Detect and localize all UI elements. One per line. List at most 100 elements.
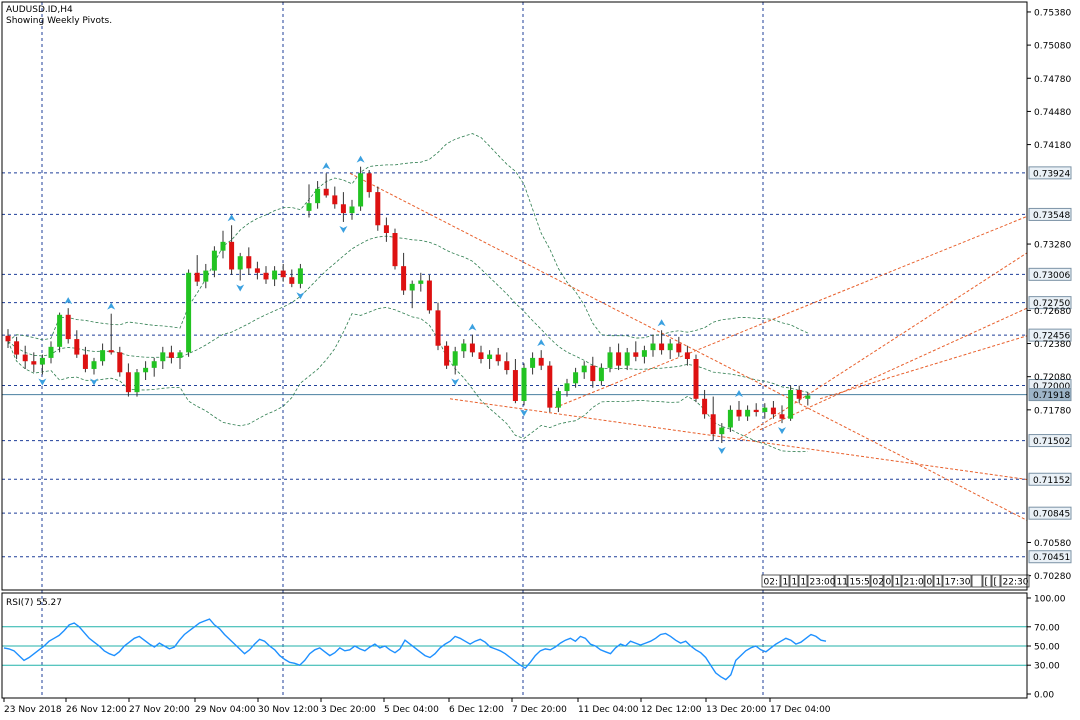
session-label: 11 (837, 578, 848, 588)
candle-body (538, 357, 544, 366)
time-label: 3 Dec 20:00 (321, 705, 376, 715)
candle-body (650, 343, 656, 351)
rsi-tick-label: 50.00 (1034, 643, 1060, 653)
session-label: 1 (895, 578, 901, 588)
session-box (798, 574, 808, 588)
time-label: 7 Dec 20:00 (512, 705, 567, 715)
candle-body (727, 409, 733, 428)
candle-body (272, 270, 278, 280)
session-label: 23:00 (810, 578, 836, 588)
candle-body (684, 352, 690, 359)
session-boxes: 02: 1 1 1 23:00 11 15:5 02 0 1 21:0 0 1 17:30[[22:30 (761, 574, 1030, 588)
pivot-label-box (1028, 296, 1072, 310)
time-label: 5 Dec 04:00 (384, 705, 439, 715)
candle-body (418, 280, 424, 284)
pivot-label: 0.72750 (1033, 299, 1070, 309)
grid-layer (41, 2, 764, 698)
pivot-label: 0.71152 (1033, 476, 1070, 486)
candle-body (805, 395, 811, 399)
pivot-label-box (1028, 328, 1072, 342)
fractal-up-icon (107, 302, 116, 310)
time-label: 27 Nov 20:00 (129, 705, 190, 715)
candle-body (590, 365, 596, 382)
candle-body (117, 352, 123, 373)
session-box (789, 574, 799, 588)
candle-body (31, 361, 37, 365)
candle-body (108, 350, 114, 353)
fractal-up-icon (227, 214, 236, 222)
candle-body (487, 354, 493, 359)
session-box (847, 574, 871, 588)
candle-body (564, 383, 570, 392)
band-upper (7, 133, 808, 342)
session-label: 02: (764, 578, 778, 588)
candle-body (710, 414, 716, 435)
candle-body (641, 350, 647, 357)
candle-body (444, 345, 450, 366)
candle-body (22, 354, 28, 362)
candle-body (383, 225, 389, 233)
session-label: [ (985, 578, 989, 588)
candle-body (14, 341, 20, 355)
session-label: 0 (927, 578, 933, 588)
candle-body (332, 195, 338, 205)
price-tick-label: 0.72380 (1034, 340, 1071, 350)
session-label: 1 (801, 578, 807, 588)
fractal-down-icon (520, 409, 528, 417)
pivot-label-box (1028, 267, 1072, 281)
candle-body (177, 352, 183, 358)
fractal-down-icon (717, 447, 726, 454)
candle-body (57, 314, 63, 347)
candle-body (220, 241, 226, 251)
candle-body (770, 407, 776, 415)
fractal-up-icon (322, 162, 331, 170)
session-label: 15:5 (850, 578, 870, 588)
time-label: 30 Nov 12:00 (258, 705, 319, 715)
candle-body (667, 343, 673, 351)
candle-body (530, 357, 536, 368)
pivot-lines: 0.73924 0.73548 0.73006 0.72750 0.72456 0.720… (2, 166, 1072, 564)
candle-body (452, 351, 458, 366)
candle-body (573, 372, 579, 384)
session-box (933, 574, 943, 588)
session-label: 1 (936, 578, 942, 588)
time-label: 12 Dec 12:00 (641, 705, 702, 715)
pivot-label-box (1028, 166, 1072, 180)
candle-body (624, 352, 630, 366)
session-label: 02 (873, 578, 884, 588)
candle-body (736, 409, 742, 417)
time-label: 6 Dec 12:00 (449, 705, 504, 715)
channel-line-2 (739, 252, 1028, 439)
candle-body (555, 391, 561, 408)
candle-body (297, 268, 303, 284)
session-box (807, 574, 835, 588)
pivot-label-box (1028, 207, 1072, 221)
candle-body (65, 314, 71, 340)
session-box (971, 574, 983, 588)
pivot-label: 0.73548 (1033, 211, 1070, 221)
pivot-label: 0.72000 (1033, 382, 1070, 392)
candle-body (186, 272, 192, 353)
candle-body (547, 365, 553, 408)
session-label: 22:30 (1003, 578, 1029, 588)
chart-title: AUDUSD.ID,H4 (6, 5, 73, 15)
fractal-down-icon (339, 225, 348, 233)
pivot-label: 0.73006 (1033, 271, 1070, 281)
candle-body (512, 370, 518, 401)
candle-body (168, 352, 174, 358)
candle-body (788, 389, 794, 419)
rsi-panel-border (1, 592, 1028, 699)
session-label: [ (994, 578, 998, 588)
rsi-label: RSI(7) 55.27 (6, 598, 62, 608)
session-box (883, 574, 893, 588)
fractal-down-icon (451, 378, 460, 386)
price-tick-label: 0.73280 (1034, 241, 1071, 251)
bollinger-bands (7, 133, 808, 453)
fractal-down-icon (778, 427, 786, 435)
candle-body (478, 352, 484, 359)
pivot-label-box (1028, 506, 1072, 520)
rsi-tick-label: 100.00 (1034, 595, 1066, 605)
candle-body (82, 354, 88, 369)
fractal-up-icon (657, 319, 666, 327)
rsi-tick-label: 70.00 (1034, 623, 1060, 633)
